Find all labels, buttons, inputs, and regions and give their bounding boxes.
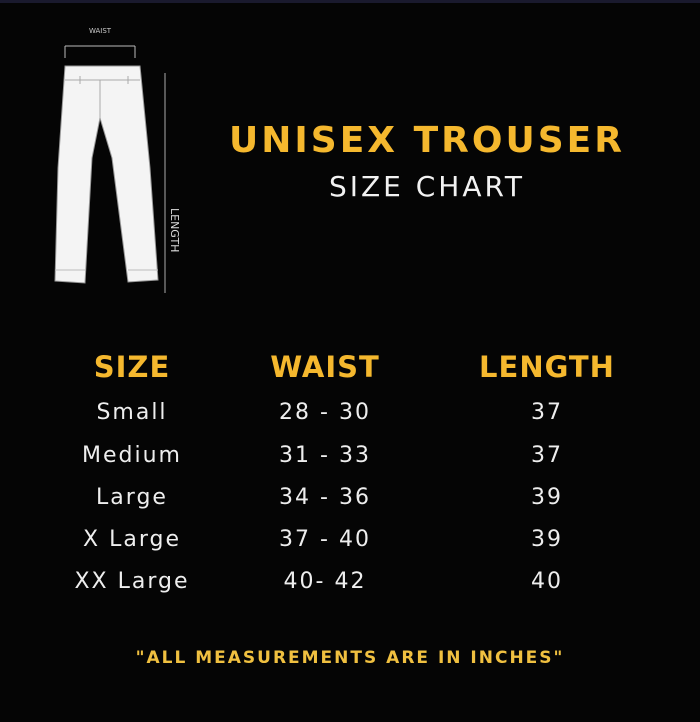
waist-cell: 37 - 40 [279, 527, 371, 552]
size-cell: Large [96, 485, 168, 510]
trouser-illustration: WAIST LENGTH [54, 27, 181, 293]
waist-cell: 34 - 36 [279, 485, 371, 510]
waist-cell: 31 - 33 [279, 443, 371, 468]
size-cell: X Large [83, 527, 181, 552]
chart-title: UNISEX TROUSER [229, 120, 625, 161]
header-length: LENGTH [479, 350, 615, 384]
waist-cell: 28 - 30 [279, 400, 371, 425]
trouser-shape [54, 65, 159, 284]
size-cell: Medium [82, 443, 182, 468]
top-border [0, 0, 700, 3]
chart-subtitle: SIZE CHART [328, 170, 526, 203]
length-label: LENGTH [168, 208, 181, 252]
header-waist: WAIST [270, 350, 380, 384]
header-size: SIZE [93, 350, 171, 384]
length-cell: 37 [531, 400, 563, 425]
size-cell: Small [96, 400, 168, 425]
length-cell: 40 [531, 569, 563, 594]
waist-label: WAIST [89, 27, 112, 35]
waist-cell: 40- 42 [283, 569, 367, 594]
measurement-note: "ALL MEASUREMENTS ARE IN INCHES" [135, 648, 565, 668]
length-cell: 39 [531, 527, 563, 552]
size-cell: XX Large [74, 569, 190, 594]
length-cell: 39 [531, 485, 563, 510]
length-cell: 37 [531, 443, 563, 468]
waist-measure-line [64, 45, 136, 58]
